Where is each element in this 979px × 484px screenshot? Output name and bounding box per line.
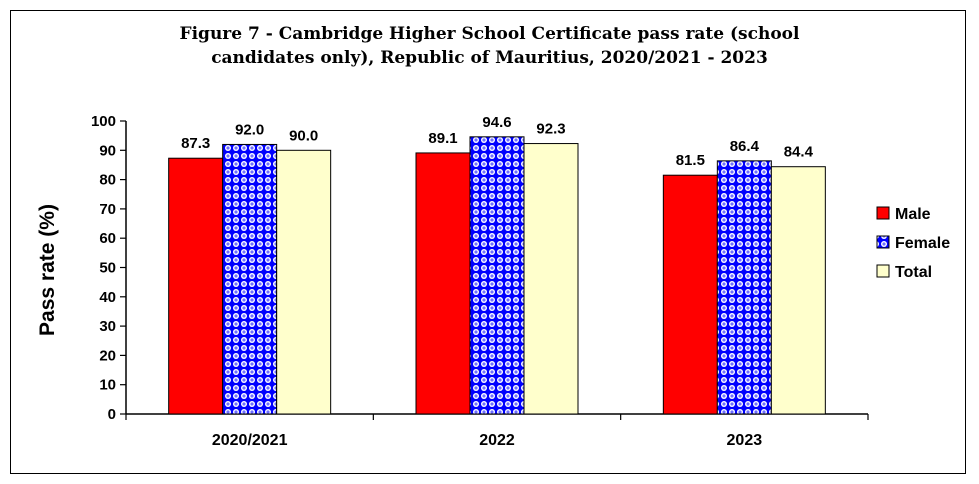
bar-male-0 <box>168 157 224 415</box>
legend-swatch-male <box>876 206 890 220</box>
x-category-label-0: 2020/2021 <box>212 432 288 449</box>
legend-label-female: Female <box>895 235 950 252</box>
data-label-total-1: 92.3 <box>536 121 565 138</box>
legend-swatch-total <box>876 264 890 278</box>
y-tick-label-0: 0 <box>108 406 116 423</box>
data-label-male-1: 89.1 <box>428 130 457 147</box>
y-tick-label-60: 60 <box>99 230 116 247</box>
y-tick-label-80: 80 <box>99 172 116 189</box>
bar-female-0 <box>222 143 278 415</box>
y-tick-label-90: 90 <box>99 142 116 159</box>
legend-label-total: Total <box>895 264 932 281</box>
chart-title: Figure 7 - Cambridge Higher School Certi… <box>0 22 979 70</box>
data-label-total-0: 90.0 <box>289 127 318 144</box>
bar-female-1 <box>469 136 525 415</box>
bar-female-2 <box>716 160 772 415</box>
y-tick-label-30: 30 <box>99 318 116 335</box>
bar-male-1 <box>415 152 471 415</box>
data-label-female-0: 92.0 <box>235 121 264 138</box>
data-label-female-1: 94.6 <box>482 114 511 131</box>
data-label-male-0: 87.3 <box>181 135 210 152</box>
x-category-label-1: 2022 <box>479 432 515 449</box>
y-tick-label-10: 10 <box>99 377 116 394</box>
x-category-label-2: 2023 <box>727 432 763 449</box>
chart-title-line-1: Figure 7 - Cambridge Higher School Certi… <box>179 24 800 44</box>
y-tick-label-100: 100 <box>91 113 116 130</box>
data-label-female-2: 86.4 <box>730 138 760 155</box>
bar-total-0 <box>276 149 332 415</box>
bar-total-2 <box>770 166 826 415</box>
data-label-male-2: 81.5 <box>676 152 705 169</box>
legend-label-male: Male <box>895 206 931 223</box>
y-tick-label-20: 20 <box>99 347 116 364</box>
chart-title-line-2: candidates only), Republic of Mauritius,… <box>211 48 768 68</box>
bar-total-1 <box>523 143 579 415</box>
y-tick-label-70: 70 <box>99 201 116 218</box>
y-axis-title: Pass rate (%) <box>36 204 59 336</box>
bar-male-2 <box>662 174 718 415</box>
y-tick-label-40: 40 <box>99 289 116 306</box>
y-tick-label-50: 50 <box>99 260 116 277</box>
data-label-total-2: 84.4 <box>784 144 814 161</box>
legend-swatch-female <box>876 235 890 249</box>
